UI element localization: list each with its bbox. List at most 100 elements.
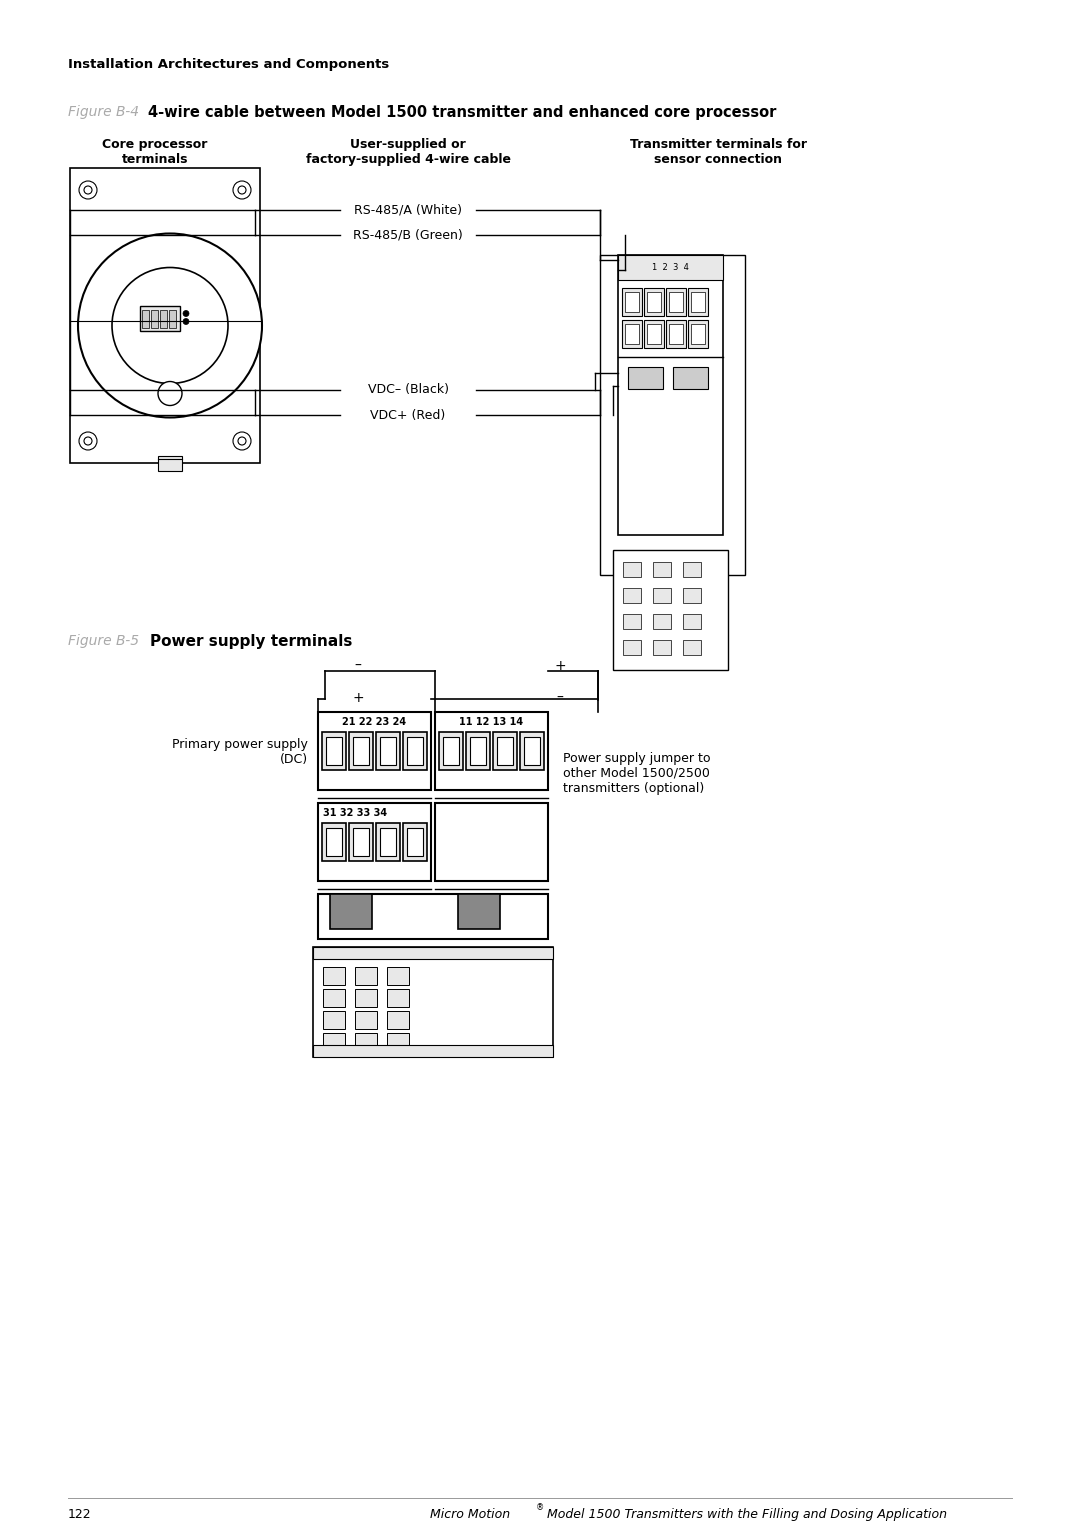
Text: RS-485/B (Green): RS-485/B (Green): [353, 229, 463, 241]
Bar: [470, 736, 486, 766]
Bar: [653, 588, 671, 604]
Bar: [622, 319, 642, 348]
Text: +: +: [554, 659, 566, 672]
Bar: [625, 292, 639, 312]
Bar: [323, 989, 345, 1007]
Bar: [623, 614, 642, 630]
Bar: [403, 824, 427, 860]
Bar: [70, 168, 260, 463]
Bar: [669, 292, 683, 312]
Bar: [492, 732, 517, 770]
Bar: [318, 712, 431, 790]
Bar: [465, 732, 490, 770]
Circle shape: [238, 186, 246, 194]
Text: Figure B-5: Figure B-5: [68, 634, 139, 648]
Text: 4-wire cable between Model 1500 transmitter and enhanced core processor: 4-wire cable between Model 1500 transmit…: [148, 105, 777, 121]
Bar: [683, 562, 701, 578]
Bar: [355, 989, 377, 1007]
Bar: [323, 967, 345, 986]
Text: Primary power supply
(DC): Primary power supply (DC): [172, 738, 308, 766]
Bar: [435, 712, 548, 790]
Bar: [407, 828, 423, 856]
Text: Installation Architectures and Components: Installation Architectures and Component…: [68, 58, 389, 70]
Bar: [683, 588, 701, 604]
Bar: [376, 824, 400, 860]
Text: –: –: [354, 659, 362, 672]
Bar: [618, 255, 723, 280]
Circle shape: [112, 267, 228, 384]
Text: Transmitter terminals for
sensor connection: Transmitter terminals for sensor connect…: [630, 138, 807, 167]
Text: Power supply jumper to
other Model 1500/2500
transmitters (optional): Power supply jumper to other Model 1500/…: [563, 752, 711, 795]
Bar: [691, 324, 705, 344]
Circle shape: [183, 318, 189, 324]
Circle shape: [238, 437, 246, 445]
Bar: [666, 287, 686, 316]
Circle shape: [84, 186, 92, 194]
Text: Core processor
terminals: Core processor terminals: [103, 138, 207, 167]
Bar: [613, 550, 728, 669]
Circle shape: [79, 432, 97, 451]
Text: 31 32 33 34: 31 32 33 34: [323, 808, 387, 817]
Bar: [438, 732, 463, 770]
Bar: [355, 1012, 377, 1028]
Bar: [673, 367, 708, 390]
Bar: [458, 894, 500, 929]
Text: Figure B-4: Figure B-4: [68, 105, 157, 119]
Text: 1  2  3  4: 1 2 3 4: [652, 263, 689, 272]
Bar: [653, 562, 671, 578]
Circle shape: [183, 310, 189, 316]
Bar: [600, 255, 745, 575]
Bar: [353, 828, 369, 856]
Circle shape: [78, 234, 262, 417]
Bar: [669, 324, 683, 344]
Bar: [387, 1012, 409, 1028]
Bar: [653, 614, 671, 630]
Bar: [380, 828, 396, 856]
Bar: [625, 324, 639, 344]
Text: 11 12 13 14: 11 12 13 14: [459, 717, 524, 727]
Text: –: –: [556, 691, 564, 704]
Bar: [653, 640, 671, 656]
Bar: [158, 455, 183, 471]
Bar: [140, 306, 180, 330]
Bar: [387, 1033, 409, 1051]
Bar: [349, 824, 373, 860]
Circle shape: [84, 437, 92, 445]
Bar: [353, 736, 369, 766]
Bar: [318, 804, 431, 882]
Bar: [160, 310, 167, 327]
Text: VDC+ (Red): VDC+ (Red): [370, 408, 446, 422]
Bar: [318, 894, 548, 940]
Text: ®: ®: [536, 1504, 544, 1513]
Bar: [313, 947, 553, 960]
Circle shape: [233, 180, 251, 199]
Bar: [524, 736, 540, 766]
Bar: [666, 319, 686, 348]
Bar: [349, 732, 373, 770]
Bar: [141, 310, 149, 327]
Bar: [168, 310, 176, 327]
Bar: [323, 1033, 345, 1051]
Bar: [622, 287, 642, 316]
Bar: [519, 732, 544, 770]
Bar: [313, 1045, 553, 1057]
Bar: [644, 287, 664, 316]
Bar: [387, 967, 409, 986]
Text: 21 22 23 24: 21 22 23 24: [342, 717, 406, 727]
Bar: [627, 367, 663, 390]
Bar: [313, 947, 553, 1057]
Bar: [618, 255, 723, 535]
Bar: [322, 824, 346, 860]
Text: Micro Motion: Micro Motion: [430, 1508, 510, 1520]
Bar: [647, 292, 661, 312]
Bar: [497, 736, 513, 766]
Bar: [380, 736, 396, 766]
Bar: [403, 732, 427, 770]
Bar: [647, 324, 661, 344]
Bar: [688, 319, 708, 348]
Text: Model 1500 Transmitters with the Filling and Dosing Application: Model 1500 Transmitters with the Filling…: [543, 1508, 947, 1520]
Bar: [623, 562, 642, 578]
Bar: [623, 588, 642, 604]
Text: Power supply terminals: Power supply terminals: [150, 634, 352, 649]
Bar: [683, 614, 701, 630]
